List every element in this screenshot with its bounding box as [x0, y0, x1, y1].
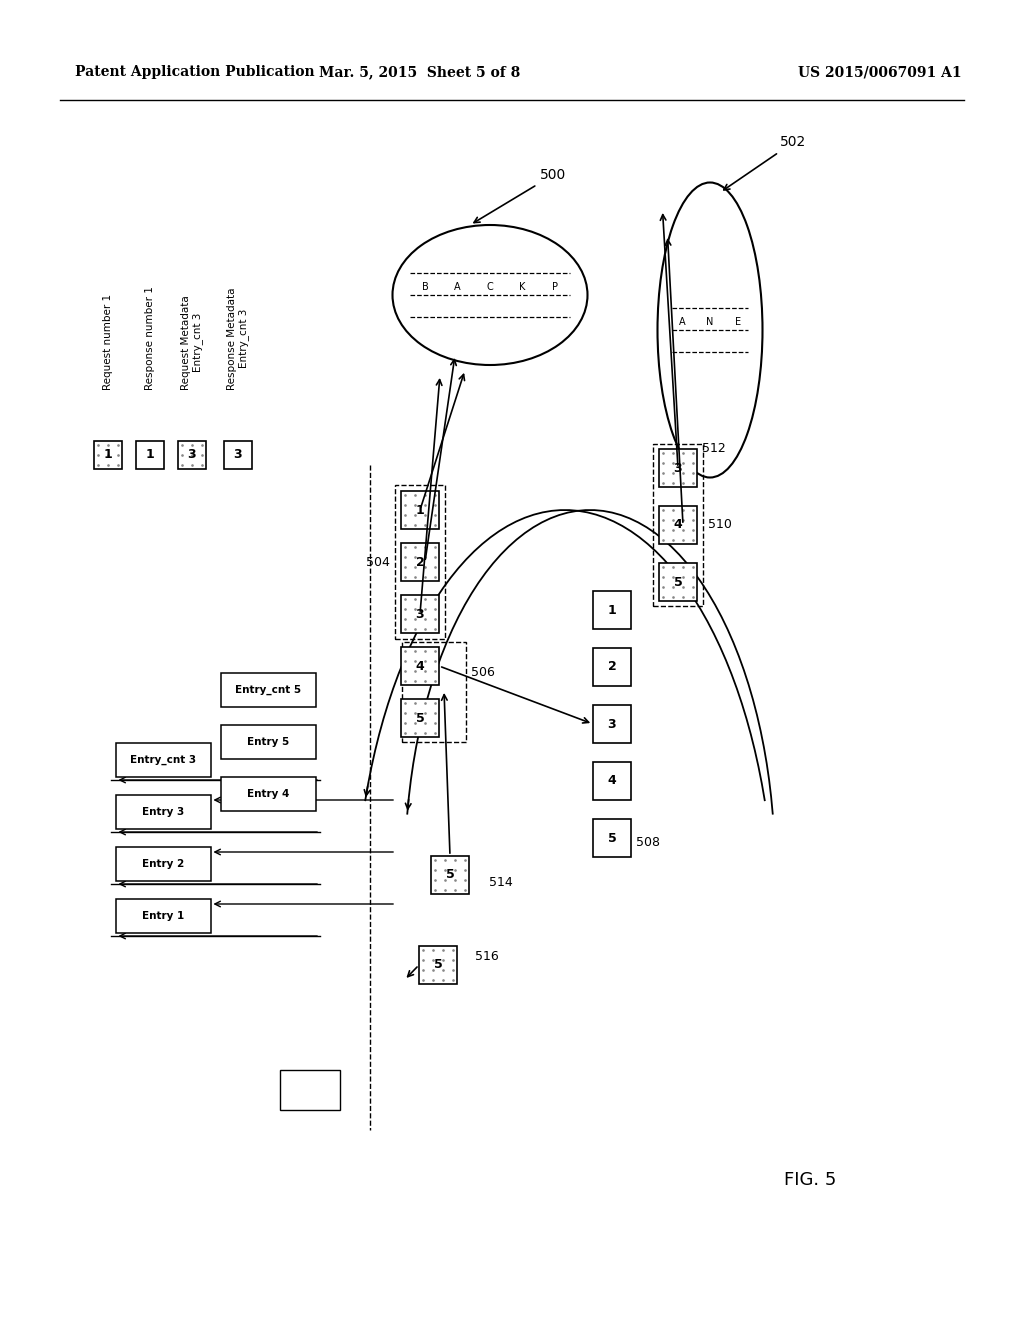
Bar	[116, 795, 211, 829]
Text: Entry_cnt 5: Entry_cnt 5	[234, 685, 301, 696]
Text: 1: 1	[103, 449, 113, 462]
Text: Response Metadata
Entry_cnt 3: Response Metadata Entry_cnt 3	[226, 288, 249, 389]
Text: A: A	[455, 282, 461, 292]
Bar	[220, 725, 315, 759]
Text: P: P	[552, 282, 558, 292]
Bar	[401, 595, 439, 634]
Bar	[116, 743, 211, 777]
Text: 1: 1	[607, 603, 616, 616]
Bar	[402, 642, 466, 742]
Bar	[401, 543, 439, 581]
Bar	[593, 591, 631, 630]
Bar	[401, 700, 439, 737]
Text: Entry 2: Entry 2	[142, 859, 184, 869]
Bar	[395, 484, 445, 639]
Text: C: C	[486, 282, 494, 292]
Text: N: N	[707, 317, 714, 327]
Text: 1: 1	[416, 503, 424, 516]
Bar	[178, 441, 206, 469]
Text: 500: 500	[474, 168, 566, 223]
Text: K: K	[519, 282, 525, 292]
Text: 5: 5	[433, 958, 442, 972]
Text: 512: 512	[702, 441, 726, 454]
Bar	[659, 506, 697, 544]
Text: Mar. 5, 2015  Sheet 5 of 8: Mar. 5, 2015 Sheet 5 of 8	[319, 65, 520, 79]
Bar	[136, 441, 164, 469]
Text: 502: 502	[724, 136, 806, 190]
Text: 5: 5	[416, 711, 424, 725]
Text: 1: 1	[145, 449, 155, 462]
Bar	[593, 648, 631, 686]
Text: 3: 3	[607, 718, 616, 730]
Text: 4: 4	[607, 775, 616, 788]
Bar	[653, 444, 703, 606]
Text: 5: 5	[607, 832, 616, 845]
Text: 5: 5	[674, 576, 682, 589]
Text: 506: 506	[471, 665, 495, 678]
Bar	[593, 818, 631, 857]
Text: Patent Application Publication: Patent Application Publication	[75, 65, 314, 79]
Bar	[220, 673, 315, 708]
Bar	[659, 449, 697, 487]
Text: 3: 3	[416, 607, 424, 620]
Text: 514: 514	[489, 876, 513, 890]
Bar	[593, 762, 631, 800]
Text: B: B	[422, 282, 428, 292]
Bar	[401, 491, 439, 529]
Text: Request Metadata
Entry_cnt 3: Request Metadata Entry_cnt 3	[181, 296, 203, 389]
Bar	[401, 647, 439, 685]
Bar	[116, 847, 211, 880]
Text: 510: 510	[708, 519, 732, 532]
Text: 3: 3	[674, 462, 682, 474]
Text: Entry_cnt 3: Entry_cnt 3	[130, 755, 196, 766]
Bar	[659, 564, 697, 601]
Text: US 2015/0067091 A1: US 2015/0067091 A1	[798, 65, 962, 79]
Text: A: A	[679, 317, 685, 327]
Text: Entry 1: Entry 1	[142, 911, 184, 921]
Text: Request number 1: Request number 1	[103, 294, 113, 389]
Text: 504: 504	[367, 556, 390, 569]
Text: FIG. 5: FIG. 5	[783, 1171, 837, 1189]
Bar	[116, 899, 211, 933]
Text: 4: 4	[674, 519, 682, 532]
Ellipse shape	[392, 224, 588, 366]
Bar	[419, 946, 457, 983]
Text: 508: 508	[636, 837, 660, 850]
Bar	[593, 705, 631, 743]
Bar	[224, 441, 252, 469]
Text: 2: 2	[607, 660, 616, 673]
Bar	[94, 441, 122, 469]
Ellipse shape	[657, 182, 763, 478]
Text: Response number 1: Response number 1	[145, 286, 155, 389]
Bar	[431, 855, 469, 894]
Text: 3: 3	[187, 449, 197, 462]
Text: 4: 4	[416, 660, 424, 672]
Text: Entry 5: Entry 5	[247, 737, 289, 747]
Text: 3: 3	[233, 449, 243, 462]
Bar	[280, 1071, 340, 1110]
Text: 516: 516	[475, 950, 499, 964]
Text: 2: 2	[416, 556, 424, 569]
Text: Entry 4: Entry 4	[247, 789, 289, 799]
Text: 5: 5	[445, 869, 455, 882]
Text: E: E	[735, 317, 741, 327]
Bar	[220, 777, 315, 810]
Text: Entry 3: Entry 3	[142, 807, 184, 817]
